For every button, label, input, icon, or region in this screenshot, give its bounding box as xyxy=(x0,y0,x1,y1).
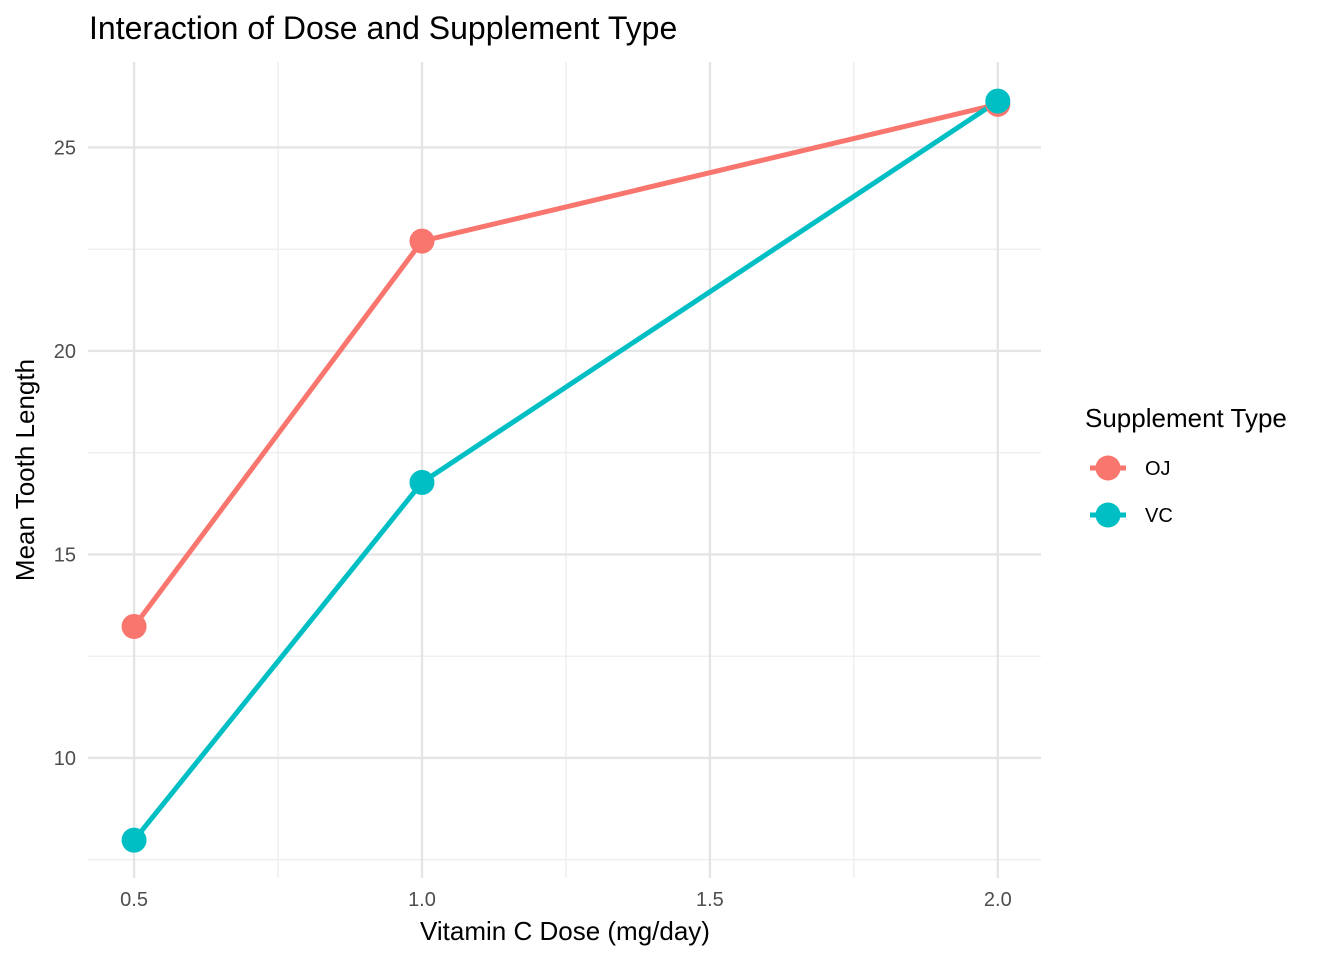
x-axis-label: Vitamin C Dose (mg/day) xyxy=(420,916,710,946)
legend-label: OJ xyxy=(1145,458,1171,480)
legend-items: OJ VC xyxy=(1090,455,1173,528)
legend-item-oj: OJ xyxy=(1090,455,1171,481)
data-point xyxy=(409,228,435,254)
y-tick-label: 15 xyxy=(54,544,76,566)
legend-title: Supplement Type xyxy=(1085,403,1287,433)
data-point xyxy=(409,469,435,495)
series-layer xyxy=(121,88,1011,853)
chart-title: Interaction of Dose and Supplement Type xyxy=(89,10,677,46)
tick-labels: 0.5 1.0 1.5 2.0 10 15 20 25 xyxy=(54,137,1012,911)
data-point xyxy=(985,88,1011,114)
x-tick-label: 2.0 xyxy=(984,889,1012,911)
legend: Supplement Type OJ VC xyxy=(1085,403,1287,528)
legend-label: VC xyxy=(1145,505,1173,527)
legend-key-point xyxy=(1095,502,1121,528)
x-tick-label: 1.0 xyxy=(408,889,436,911)
y-axis-label: Mean Tooth Length xyxy=(10,359,40,581)
y-tick-label: 25 xyxy=(54,137,76,159)
series-points-vc xyxy=(121,88,1011,853)
x-tick-label: 1.5 xyxy=(696,889,724,911)
data-point xyxy=(121,827,147,853)
legend-key-point xyxy=(1095,455,1121,481)
data-point xyxy=(121,613,147,639)
y-tick-label: 10 xyxy=(54,748,76,770)
y-tick-label: 20 xyxy=(54,341,76,363)
legend-item-vc: VC xyxy=(1090,502,1173,528)
x-tick-label: 0.5 xyxy=(120,889,148,911)
grid-lines xyxy=(88,62,1041,878)
